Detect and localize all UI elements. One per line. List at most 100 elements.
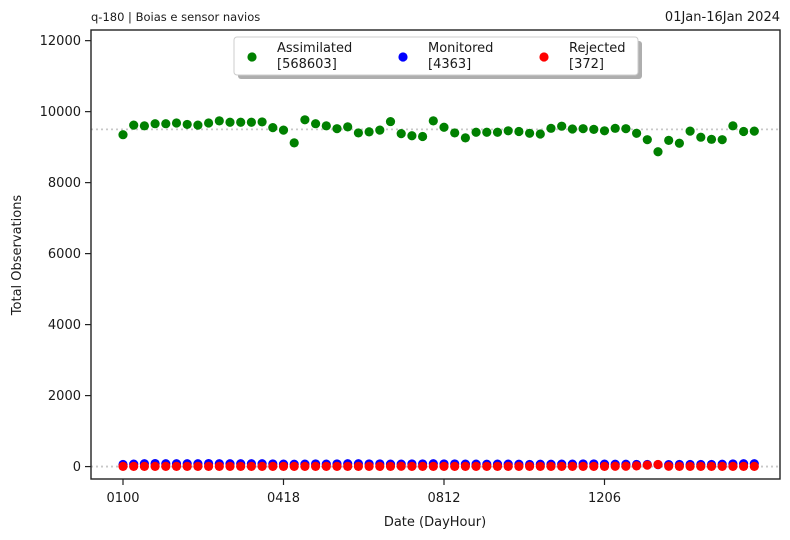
rejected-point [535, 461, 545, 471]
rejected-point [150, 461, 160, 471]
assimilated-point [706, 134, 717, 144]
rejected-point [139, 461, 149, 471]
rejected-point [599, 461, 610, 471]
rejected-point [204, 461, 214, 471]
assimilated-point [353, 128, 363, 138]
assimilated-point [450, 128, 460, 138]
assimilated-point [514, 126, 524, 137]
assimilated-point [578, 124, 588, 134]
assimilated-point [311, 119, 321, 129]
rejected-point [268, 461, 278, 471]
rejected-point [332, 461, 342, 471]
assimilated-point [749, 126, 759, 136]
assimilated-point [268, 123, 278, 133]
rejected-point [407, 461, 417, 471]
assimilated-point [535, 129, 545, 139]
rejected-point [225, 461, 235, 471]
assimilated-point [599, 126, 610, 136]
assimilated-point [696, 132, 706, 142]
rejected-point [450, 461, 460, 471]
rejected-point [396, 461, 406, 471]
rejected-point [343, 461, 353, 471]
assimilated-point [610, 123, 620, 133]
assimilated-point [525, 128, 535, 138]
y-tick-label: 12000 [40, 34, 81, 49]
rejected-point [653, 459, 663, 470]
rejected-point [706, 461, 717, 471]
rejected-point [257, 461, 267, 471]
assimilated-point [471, 127, 481, 137]
assimilated-point [428, 116, 438, 126]
rejected-point [696, 461, 706, 471]
rejected-point [471, 461, 481, 471]
y-tick-label: 10000 [40, 105, 81, 120]
assimilated-point [642, 135, 652, 145]
x-tick-label: 0100 [106, 491, 139, 506]
y-tick-label: 0 [73, 460, 81, 475]
legend-label-assimilated: Assimilated [277, 41, 352, 56]
assimilated-point [150, 119, 160, 129]
rejected-point [439, 461, 449, 471]
rejected-point [129, 461, 139, 471]
rejected-point [739, 461, 749, 471]
rejected-point [717, 461, 727, 471]
assimilated-point [557, 121, 567, 131]
assimilated-point [182, 119, 192, 130]
assimilated-point [407, 131, 417, 141]
rejected-point [246, 461, 256, 471]
rejected-point [375, 461, 385, 471]
plot-frame [90, 29, 781, 480]
assimilated-point [439, 122, 449, 132]
rejected-point [674, 461, 685, 471]
rejected-point [161, 461, 171, 471]
assimilated-point [685, 126, 695, 136]
assimilated-point [589, 124, 599, 134]
rejected-point [428, 461, 438, 471]
rejected-point [492, 461, 503, 471]
assimilated-point [632, 128, 642, 138]
assimilated-point [492, 127, 503, 137]
rejected-point [503, 461, 513, 471]
assimilated-point [418, 131, 428, 142]
rejected-point [353, 461, 363, 471]
assimilated-point [653, 147, 663, 157]
assimilated-point [161, 119, 171, 129]
rejected-point [610, 461, 620, 471]
y-axis-label: Total Observations [10, 195, 25, 317]
assimilated-point [739, 126, 749, 137]
rejected-point [514, 461, 524, 471]
rejected-point [460, 461, 470, 471]
rejected-point [418, 461, 428, 471]
rejected-point [193, 461, 203, 471]
legend-label-rejected: Rejected [569, 41, 626, 56]
reference-lines [91, 128, 780, 468]
rejected-point [589, 461, 599, 471]
rejected-point [525, 461, 535, 471]
rejected-point [364, 461, 374, 471]
rejected-point [567, 461, 578, 471]
rejected-point [546, 461, 556, 471]
assimilated-point [664, 135, 674, 145]
rejected-point [557, 461, 567, 471]
rejected-point [182, 461, 192, 471]
legend-label-monitored: Monitored [428, 41, 493, 56]
assimilated-point [396, 129, 406, 139]
rejected-point [685, 461, 695, 471]
rejected-point [289, 461, 299, 471]
y-tick-label: 6000 [48, 247, 81, 262]
legend-count-monitored: [4363] [428, 57, 471, 72]
assimilated-point [674, 138, 685, 148]
x-tick-label: 1206 [588, 491, 621, 506]
assimilated-point [567, 124, 578, 134]
x-axis: 0100 0418 0812 1206 [106, 479, 621, 506]
assimilated-point [460, 133, 470, 143]
legend: Assimilated[568603] Monitored[4363] Reject… [233, 36, 642, 79]
assimilated-point [118, 130, 128, 140]
legend-marker-monitored [398, 52, 408, 62]
rejected-point [278, 461, 289, 471]
assimilated-point [321, 121, 331, 131]
legend-items: Assimilated[568603] Monitored[4363] Reject… [247, 41, 626, 72]
chart-title-left: q-180 | Boias e sensor navios [91, 10, 260, 24]
assimilated-point [503, 126, 513, 136]
